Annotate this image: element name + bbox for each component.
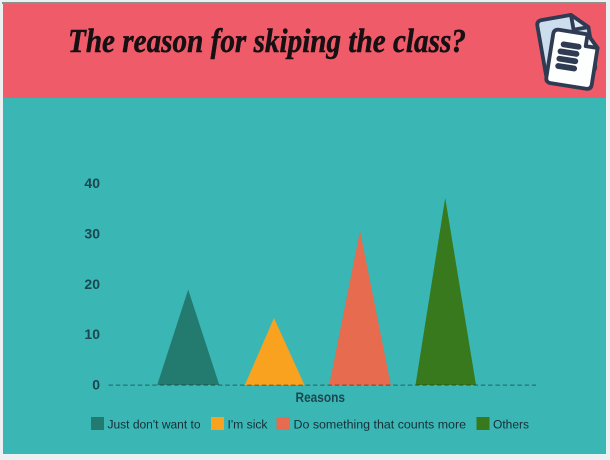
svg-text:Just don't want to: Just don't want to	[108, 418, 201, 432]
svg-text:Do something that counts more: Do something that counts more	[294, 418, 467, 432]
svg-text:I'm sick: I'm sick	[228, 418, 269, 432]
svg-text:40: 40	[84, 175, 100, 191]
svg-text:Others: Others	[493, 418, 529, 432]
svg-text:10: 10	[84, 326, 100, 342]
svg-text:Reasons: Reasons	[296, 389, 346, 405]
svg-text:30: 30	[84, 226, 100, 242]
svg-text:20: 20	[84, 276, 100, 292]
svg-text:0: 0	[92, 377, 100, 393]
